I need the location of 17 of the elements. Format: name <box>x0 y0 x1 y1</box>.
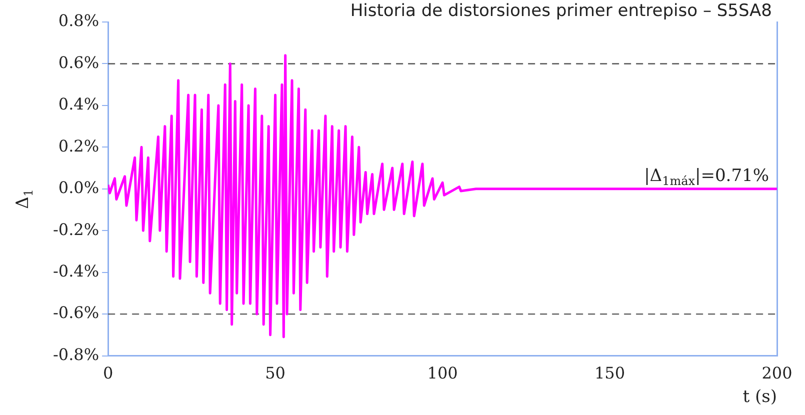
y-axis-title: Δ1 <box>13 188 36 209</box>
x-tick-label: 0 <box>102 364 114 383</box>
y-tick-label: 0.4% <box>58 94 100 114</box>
x-tick-label: 50 <box>265 364 286 383</box>
y-tick-label: -0.2% <box>52 220 100 239</box>
x-tick-label: 200 <box>762 364 792 383</box>
y-tick-label: 0.2% <box>58 136 100 156</box>
x-tick-label: 150 <box>594 364 626 383</box>
y-tick-label: 0.0% <box>58 178 100 198</box>
y-tick-label: 0.8% <box>58 11 100 30</box>
y-tick-label: -0.6% <box>52 303 100 322</box>
x-axis-title: t (s) <box>742 386 778 407</box>
chart-title: Historia de distorsiones primer entrepiso – S5SA8 <box>350 1 772 21</box>
x-tick-label: 100 <box>427 364 458 383</box>
y-tick-label: -0.8% <box>52 344 100 364</box>
y-tick-label: 0.6% <box>58 52 100 72</box>
y-tick-label: -0.4% <box>52 262 100 281</box>
